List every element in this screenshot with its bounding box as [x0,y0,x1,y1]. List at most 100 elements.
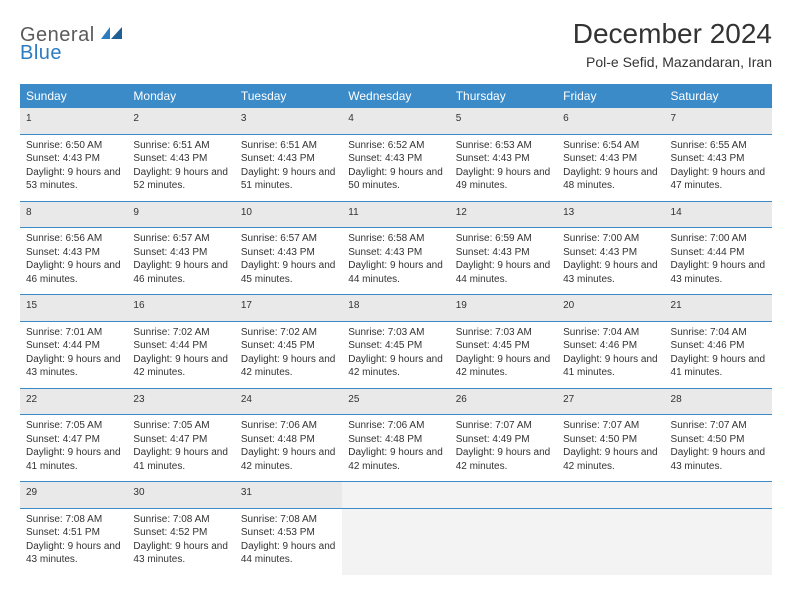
dow-thursday: Thursday [450,84,557,108]
day-info-cell: Sunrise: 7:03 AMSunset: 4:45 PMDaylight:… [450,321,557,388]
daylight-line: Daylight: 9 hours and 42 minutes. [241,446,336,473]
dow-tuesday: Tuesday [235,84,342,108]
day-number-cell: 1 [20,108,127,134]
sunrise-line: Sunrise: 7:08 AM [26,513,121,527]
daylight-line: Daylight: 9 hours and 50 minutes. [348,166,443,193]
sunrise-line: Sunrise: 7:04 AM [671,326,766,340]
sunset-line: Sunset: 4:45 PM [348,339,443,353]
day-number-cell: 26 [450,388,557,415]
day-number-cell: 17 [235,295,342,322]
brand-mark-icon [101,25,123,46]
title-block: December 2024 Pol-e Sefid, Mazandaran, I… [573,18,772,70]
day-number-cell: 7 [665,108,772,134]
day-info-cell: Sunrise: 7:00 AMSunset: 4:44 PMDaylight:… [665,228,772,295]
sunset-line: Sunset: 4:46 PM [563,339,658,353]
dow-monday: Monday [127,84,234,108]
daylight-line: Daylight: 9 hours and 43 minutes. [671,446,766,473]
sunset-line: Sunset: 4:44 PM [133,339,228,353]
day-info-cell: Sunrise: 6:52 AMSunset: 4:43 PMDaylight:… [342,134,449,201]
day-number-cell: 2 [127,108,234,134]
day-number-cell: 8 [20,201,127,228]
dow-sunday: Sunday [20,84,127,108]
sunrise-line: Sunrise: 7:07 AM [563,419,658,433]
daylight-line: Daylight: 9 hours and 48 minutes. [563,166,658,193]
day-number-cell: 13 [557,201,664,228]
sunrise-line: Sunrise: 6:51 AM [133,139,228,153]
day-number-cell [450,482,557,509]
day-info-row: Sunrise: 7:01 AMSunset: 4:44 PMDaylight:… [20,321,772,388]
sunset-line: Sunset: 4:45 PM [456,339,551,353]
sunrise-line: Sunrise: 6:56 AM [26,232,121,246]
daylight-line: Daylight: 9 hours and 43 minutes. [26,353,121,380]
sunrise-line: Sunrise: 6:58 AM [348,232,443,246]
sunrise-line: Sunrise: 7:03 AM [348,326,443,340]
day-info-cell [665,508,772,575]
day-number-cell: 21 [665,295,772,322]
daynum-row: 15161718192021 [20,295,772,322]
day-info-cell: Sunrise: 7:03 AMSunset: 4:45 PMDaylight:… [342,321,449,388]
daynum-row: 891011121314 [20,201,772,228]
sunrise-line: Sunrise: 6:50 AM [26,139,121,153]
month-title: December 2024 [573,18,772,50]
daylight-line: Daylight: 9 hours and 46 minutes. [26,259,121,286]
day-info-cell: Sunrise: 7:08 AMSunset: 4:52 PMDaylight:… [127,508,234,575]
day-info-cell: Sunrise: 7:04 AMSunset: 4:46 PMDaylight:… [557,321,664,388]
sunrise-line: Sunrise: 6:59 AM [456,232,551,246]
day-info-cell: Sunrise: 7:04 AMSunset: 4:46 PMDaylight:… [665,321,772,388]
day-number-cell: 9 [127,201,234,228]
daylight-line: Daylight: 9 hours and 41 minutes. [671,353,766,380]
sunset-line: Sunset: 4:48 PM [348,433,443,447]
sunrise-line: Sunrise: 7:05 AM [133,419,228,433]
daylight-line: Daylight: 9 hours and 51 minutes. [241,166,336,193]
daylight-line: Daylight: 9 hours and 45 minutes. [241,259,336,286]
day-info-cell: Sunrise: 7:07 AMSunset: 4:50 PMDaylight:… [557,415,664,482]
daynum-row: 293031 [20,482,772,509]
day-info-row: Sunrise: 6:56 AMSunset: 4:43 PMDaylight:… [20,228,772,295]
day-number-cell: 19 [450,295,557,322]
sunrise-line: Sunrise: 7:05 AM [26,419,121,433]
sunset-line: Sunset: 4:43 PM [26,152,121,166]
daylight-line: Daylight: 9 hours and 42 minutes. [563,446,658,473]
day-info-row: Sunrise: 6:50 AMSunset: 4:43 PMDaylight:… [20,134,772,201]
day-number-cell: 28 [665,388,772,415]
daylight-line: Daylight: 9 hours and 43 minutes. [563,259,658,286]
day-info-cell: Sunrise: 6:55 AMSunset: 4:43 PMDaylight:… [665,134,772,201]
sunset-line: Sunset: 4:43 PM [241,246,336,260]
day-info-cell: Sunrise: 6:54 AMSunset: 4:43 PMDaylight:… [557,134,664,201]
day-info-cell: Sunrise: 7:05 AMSunset: 4:47 PMDaylight:… [20,415,127,482]
day-info-cell: Sunrise: 7:07 AMSunset: 4:49 PMDaylight:… [450,415,557,482]
calendar-body: 1234567Sunrise: 6:50 AMSunset: 4:43 PMDa… [20,108,772,575]
sunrise-line: Sunrise: 7:07 AM [456,419,551,433]
sunset-line: Sunset: 4:43 PM [133,152,228,166]
sunset-line: Sunset: 4:43 PM [456,152,551,166]
day-number-cell: 11 [342,201,449,228]
sunrise-line: Sunrise: 7:02 AM [241,326,336,340]
day-number-cell: 5 [450,108,557,134]
daynum-row: 1234567 [20,108,772,134]
dow-saturday: Saturday [665,84,772,108]
sunrise-line: Sunrise: 6:54 AM [563,139,658,153]
day-info-cell: Sunrise: 7:02 AMSunset: 4:45 PMDaylight:… [235,321,342,388]
sunset-line: Sunset: 4:43 PM [26,246,121,260]
sunset-line: Sunset: 4:50 PM [671,433,766,447]
daylight-line: Daylight: 9 hours and 44 minutes. [456,259,551,286]
sunset-line: Sunset: 4:43 PM [456,246,551,260]
day-info-cell: Sunrise: 6:51 AMSunset: 4:43 PMDaylight:… [235,134,342,201]
day-info-cell: Sunrise: 7:07 AMSunset: 4:50 PMDaylight:… [665,415,772,482]
brand-blue: Blue [20,42,62,64]
day-info-cell: Sunrise: 7:08 AMSunset: 4:51 PMDaylight:… [20,508,127,575]
daylight-line: Daylight: 9 hours and 43 minutes. [133,540,228,567]
day-number-cell: 22 [20,388,127,415]
day-info-cell: Sunrise: 6:56 AMSunset: 4:43 PMDaylight:… [20,228,127,295]
day-info-cell: Sunrise: 7:06 AMSunset: 4:48 PMDaylight:… [235,415,342,482]
day-info-cell: Sunrise: 6:57 AMSunset: 4:43 PMDaylight:… [127,228,234,295]
sunrise-line: Sunrise: 7:07 AM [671,419,766,433]
day-number-cell: 27 [557,388,664,415]
day-number-cell: 24 [235,388,342,415]
day-info-cell: Sunrise: 7:01 AMSunset: 4:44 PMDaylight:… [20,321,127,388]
daylight-line: Daylight: 9 hours and 44 minutes. [348,259,443,286]
day-info-cell: Sunrise: 7:05 AMSunset: 4:47 PMDaylight:… [127,415,234,482]
day-number-cell [557,482,664,509]
sunset-line: Sunset: 4:43 PM [563,152,658,166]
day-info-row: Sunrise: 7:05 AMSunset: 4:47 PMDaylight:… [20,415,772,482]
